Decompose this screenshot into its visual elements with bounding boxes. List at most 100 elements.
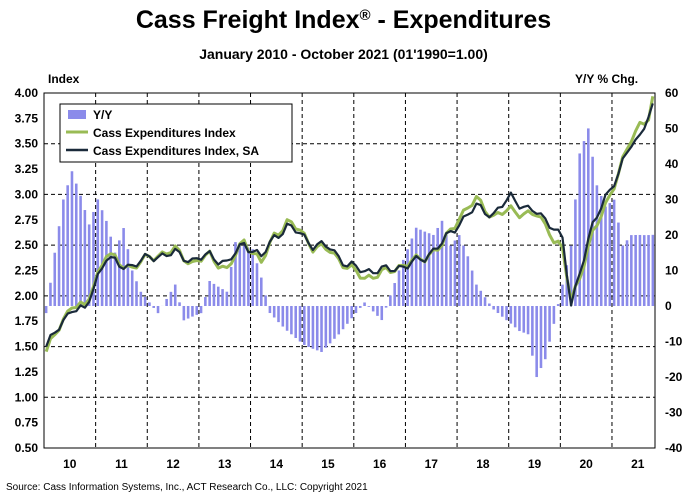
yoy-bar [311,306,315,349]
yoy-bar [587,128,590,306]
yoy-bar [595,185,599,306]
x-tick-label: 14 [270,457,284,471]
yoy-bar [268,306,272,314]
chart-title-suffix: - Expenditures [370,6,552,34]
legend-label: Y/Y [93,108,112,122]
right-tick-label: -40 [665,441,683,455]
yoy-bar [272,306,276,318]
yoy-bar [195,306,199,315]
left-tick-label: 2.25 [15,264,39,278]
right-tick-label: 60 [665,86,679,100]
yoy-bar [410,238,414,306]
yoy-bar [496,306,500,314]
x-tick-label: 12 [166,457,180,471]
yoy-bar [341,306,345,330]
yoy-bar [376,306,379,316]
yoy-bar [513,306,517,328]
yoy-bar [630,235,633,306]
yoy-bar [440,220,444,306]
yoy-bar [522,306,526,333]
legend-swatch-yoy [68,110,86,119]
yoy-bar [479,290,483,306]
right-tick-label: 30 [665,193,679,207]
yoy-bar [488,303,491,306]
yoy-bar [470,270,474,306]
legend-label: Cass Expenditures Index, SA [93,144,259,158]
yoy-bar [281,306,285,327]
right-tick-label: -10 [665,335,683,349]
right-tick-label: -20 [665,370,683,384]
yoy-bar [574,199,577,306]
yoy-bar [617,222,620,306]
yoy-bar [397,270,401,306]
left-tick-label: 3.50 [15,137,39,151]
yoy-bar [625,240,629,306]
yoy-bar [509,306,513,324]
yoy-bar [363,302,366,306]
yoy-bar [358,306,362,308]
x-tick-label: 16 [373,457,387,471]
left-tick-label: 2.75 [15,213,39,227]
yoy-bar [552,306,556,324]
right-tick-label: 10 [665,264,679,278]
left-tick-label: 0.75 [15,416,39,430]
yoy-bar [604,206,607,306]
right-tick-label: 20 [665,228,679,242]
yoy-bar [367,306,371,307]
yoy-bar [427,233,431,306]
yoy-bar [156,306,160,314]
x-tick-label: 21 [631,457,645,471]
yoy-bar [208,281,211,306]
yoy-bar [578,153,581,306]
yoy-bar [612,199,616,306]
yoy-bar [556,304,560,306]
source-note: Source: Cass Information Systems, Inc., … [6,482,368,493]
yoy-bar [346,306,349,324]
left-tick-label: 4.00 [15,86,39,100]
yoy-bar [608,203,612,306]
yoy-bar [57,226,61,306]
yoy-bar [518,306,521,332]
yoy-bar [49,282,52,306]
left-tick-label: 1.50 [15,340,39,354]
yoy-bar [135,281,138,306]
yoy-bar [500,306,504,317]
yoy-bar [260,277,263,306]
yoy-bar [389,295,392,306]
x-tick-label: 17 [425,457,439,471]
yoy-bar [216,286,220,306]
x-tick-label: 19 [528,457,542,471]
x-tick-label: 11 [115,457,128,471]
yoy-bar [414,227,418,306]
right-tick-label: 40 [665,157,679,171]
right-tick-label: 0 [665,299,672,313]
yoy-bar [423,231,427,306]
yoy-bar [354,306,358,314]
yoy-bar [638,234,642,306]
yoy-bar [247,247,250,306]
yoy-bar [449,245,452,306]
yoy-bar [277,306,280,323]
yoy-bar [79,195,82,306]
yoy-bar [565,265,569,306]
yoy-bar [92,211,95,306]
yoy-bar [492,306,495,310]
plot-border [43,92,656,449]
yoy-bar [285,306,289,331]
yoy-bar [221,289,224,306]
yoy-bar [457,235,461,306]
yoy-bar [543,306,547,360]
yoy-bar [548,306,551,342]
yoy-bar [303,306,306,345]
yoy-bar [143,296,147,306]
yoy-bar [350,306,353,319]
index-sa-line [45,103,654,347]
yoy-bar [569,245,573,306]
yoy-bar [371,306,375,312]
registered-mark: ® [359,7,371,24]
yoy-bar [105,220,108,306]
yoy-bar [191,306,194,317]
right-tick-label: 50 [665,122,679,136]
x-tick-label: 20 [579,457,593,471]
yoy-bar [535,306,538,378]
